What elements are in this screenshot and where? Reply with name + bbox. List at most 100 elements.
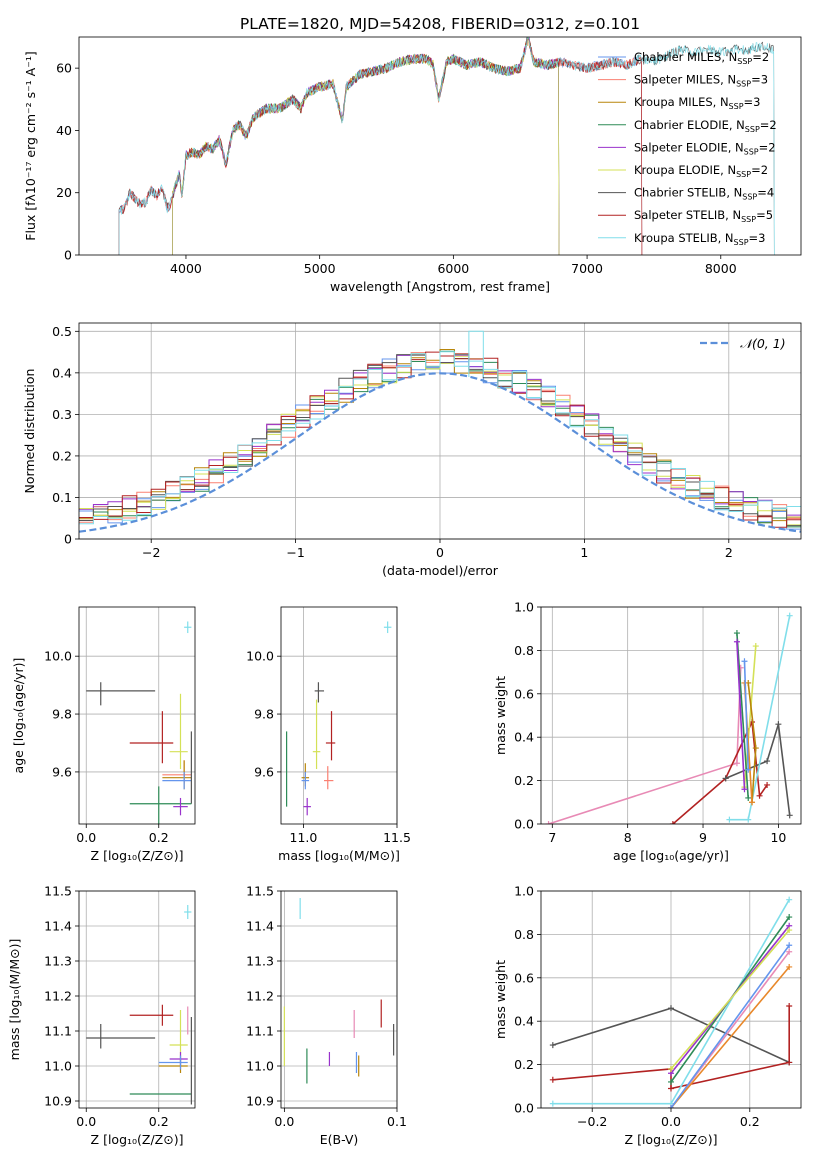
mass-age-ticks: 11.0 11.5 9.6 9.8 10.0 [246, 649, 411, 845]
weight-marker [786, 942, 793, 949]
legend-label-sub: SSP [729, 102, 744, 111]
x-tick-label: 0.0 [274, 1114, 294, 1129]
z-mass-data [86, 905, 192, 1105]
x-axis-label: Z [log₁₀(Z/Z⊙)] [91, 1132, 184, 1147]
errorbar-point [169, 1052, 188, 1066]
legend-label-main: Kroupa STELIB, N [634, 231, 734, 245]
mass-age-grid [281, 607, 398, 824]
weight-marker [786, 948, 793, 955]
x-tick-label: 0.2 [740, 1114, 760, 1129]
y-tick-label: 0.2 [514, 773, 534, 788]
normal-curve [79, 372, 801, 533]
weight-marker [775, 721, 782, 728]
y-tick-label: 0.8 [514, 643, 534, 658]
legend-label-sub: SSP [742, 193, 757, 202]
errorbar-point [86, 1024, 156, 1049]
x-tick-label: 9 [699, 830, 707, 845]
age-weight-ticks: 7 8 9 10 0.0 0.2 0.4 0.6 0.8 1.0 [514, 600, 786, 846]
y-tick-label: 0.8 [514, 927, 534, 942]
weight-marker [786, 896, 793, 903]
x-axis-label: Z [log₁₀(Z/Z⊙)] [91, 848, 184, 863]
weight-marker [669, 821, 676, 824]
errorbar-point [129, 786, 192, 824]
chart-age-weight: 7 8 9 10 0.0 0.2 0.4 0.6 0.8 1.0 age [log₁₀(age/yr… [493, 600, 802, 863]
legend-label-val: =2 [751, 163, 768, 177]
y-tick-label: 0.6 [514, 686, 534, 701]
x-axis-label: age [log₁₀(age/yr)] [613, 848, 729, 863]
spectrum-frame [78, 36, 802, 256]
weight-marker [786, 612, 793, 619]
chart-z-weight: −0.2 0.0 0.2 0.0 0.2 0.4 0.6 0.8 1.0 Z [log₁₀(Z/Z… [493, 884, 802, 1147]
x-tick-label: 0.2 [149, 1114, 169, 1129]
histogram-peak [468, 330, 484, 377]
weight-marker [668, 1085, 674, 1092]
errorbar-point [86, 682, 156, 706]
weight-marker [745, 766, 752, 773]
weight-marker [726, 816, 733, 823]
figure-title: PLATE=1820, MJD=54208, FIBERID=0312, z=0… [240, 15, 640, 33]
errorbar-point [312, 699, 321, 770]
y-tick-label: 0.4 [514, 730, 534, 745]
legend-label-main: Chabrier MILES, N [634, 50, 737, 64]
legend-label-val: =2 [760, 118, 777, 132]
weight-marker [756, 792, 763, 799]
errorbar-point [173, 797, 188, 816]
errorbar-point [158, 1059, 188, 1073]
y-axis-label: mass weight [493, 960, 508, 1039]
y-tick-label: 10.0 [44, 649, 72, 664]
weight-marker [733, 630, 740, 637]
y-tick-label: 20 [56, 185, 72, 200]
y-tick-label: 1.0 [514, 884, 534, 899]
weight-marker [549, 1042, 556, 1049]
y-tick-label: 0 [64, 532, 72, 547]
y-tick-label: 11.1 [44, 1024, 72, 1039]
y-axis-label: Flux [fλ10⁻¹⁷ erg cm⁻² s⁻¹ A⁻¹] [23, 51, 38, 240]
x-tick-label: 4000 [170, 261, 202, 276]
z-age-data [86, 621, 192, 824]
legend-label: 𝒩(0, 1) [740, 336, 786, 351]
errorbar-point [184, 905, 192, 919]
legend-label: Chabrier ELODIE, NSSP=2 [634, 118, 777, 134]
legend-label-main: Salpeter MILES, N [634, 73, 736, 87]
errorbar-point [158, 1055, 188, 1070]
histogram-series [79, 351, 801, 525]
weight-marker [764, 758, 771, 765]
histogram-series [79, 358, 801, 530]
weight-marker [668, 1105, 674, 1108]
legend-label-sub: SSP [744, 147, 759, 156]
y-tick-label: 0.2 [514, 1057, 534, 1072]
legend-label-main: Chabrier STELIB, N [634, 186, 742, 200]
errorbar-point [314, 682, 325, 703]
weight-marker [786, 1003, 793, 1010]
x-tick-label: 0.0 [76, 830, 96, 845]
ebv-mass-data [283, 898, 395, 1084]
y-tick-label: 11.4 [246, 919, 274, 934]
y-tick-label: 10.9 [246, 1094, 274, 1109]
legend-label-val: =2 [759, 140, 776, 154]
weight-marker [786, 914, 793, 921]
weight-line [736, 632, 749, 799]
errorbar-point [169, 693, 188, 770]
legend-label-val: =2 [752, 50, 769, 64]
weight-line [743, 661, 749, 770]
y-tick-label: 11.1 [246, 1024, 274, 1039]
spectrum-ticks: 4000 5000 6000 7000 8000 0 20 40 60 [56, 61, 737, 276]
legend-label-val: =3 [749, 231, 766, 245]
y-tick-label: 11.4 [44, 919, 72, 934]
y-tick-label: 40 [56, 123, 72, 138]
spectrum-data [118, 37, 775, 255]
y-tick-label: 9.6 [254, 764, 274, 779]
legend-label: Salpeter ELODIE, NSSP=2 [634, 140, 776, 156]
legend-label-sub: SSP [736, 170, 751, 179]
y-tick-label: 1.0 [514, 600, 534, 615]
x-tick-label: 7000 [571, 261, 603, 276]
weight-marker [745, 794, 752, 801]
x-tick-label: −2 [142, 545, 160, 560]
errorbar-point [169, 1010, 188, 1059]
weight-marker [668, 1005, 674, 1012]
mass-age-data [286, 621, 392, 816]
weight-line [670, 966, 790, 1108]
legend-label: Chabrier STELIB, NSSP=4 [634, 186, 774, 202]
y-tick-label: 11.5 [44, 884, 72, 899]
